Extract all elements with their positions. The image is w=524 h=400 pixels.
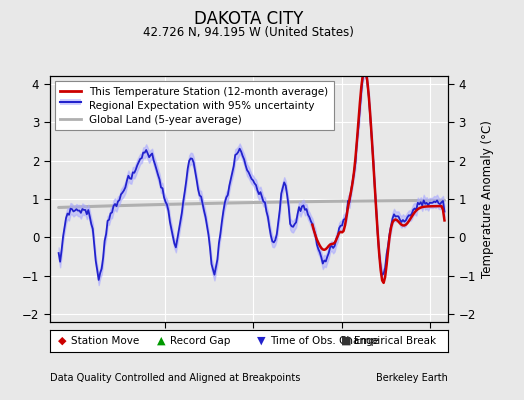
Text: Station Move: Station Move [71, 336, 139, 346]
Text: ◆: ◆ [58, 336, 66, 346]
Text: Empirical Break: Empirical Break [354, 336, 436, 346]
Legend: This Temperature Station (12-month average), Regional Expectation with 95% uncer: This Temperature Station (12-month avera… [55, 81, 334, 130]
Text: 42.726 N, 94.195 W (United States): 42.726 N, 94.195 W (United States) [144, 26, 354, 39]
Text: ■: ■ [341, 336, 351, 346]
Text: ▲: ▲ [157, 336, 166, 346]
Text: Time of Obs. Change: Time of Obs. Change [270, 336, 379, 346]
Text: Berkeley Earth: Berkeley Earth [376, 373, 448, 383]
Text: DAKOTA CITY: DAKOTA CITY [194, 10, 303, 28]
Text: ▼: ▼ [257, 336, 265, 346]
Text: Data Quality Controlled and Aligned at Breakpoints: Data Quality Controlled and Aligned at B… [50, 373, 300, 383]
Text: Record Gap: Record Gap [170, 336, 231, 346]
Y-axis label: Temperature Anomaly (°C): Temperature Anomaly (°C) [482, 120, 494, 278]
